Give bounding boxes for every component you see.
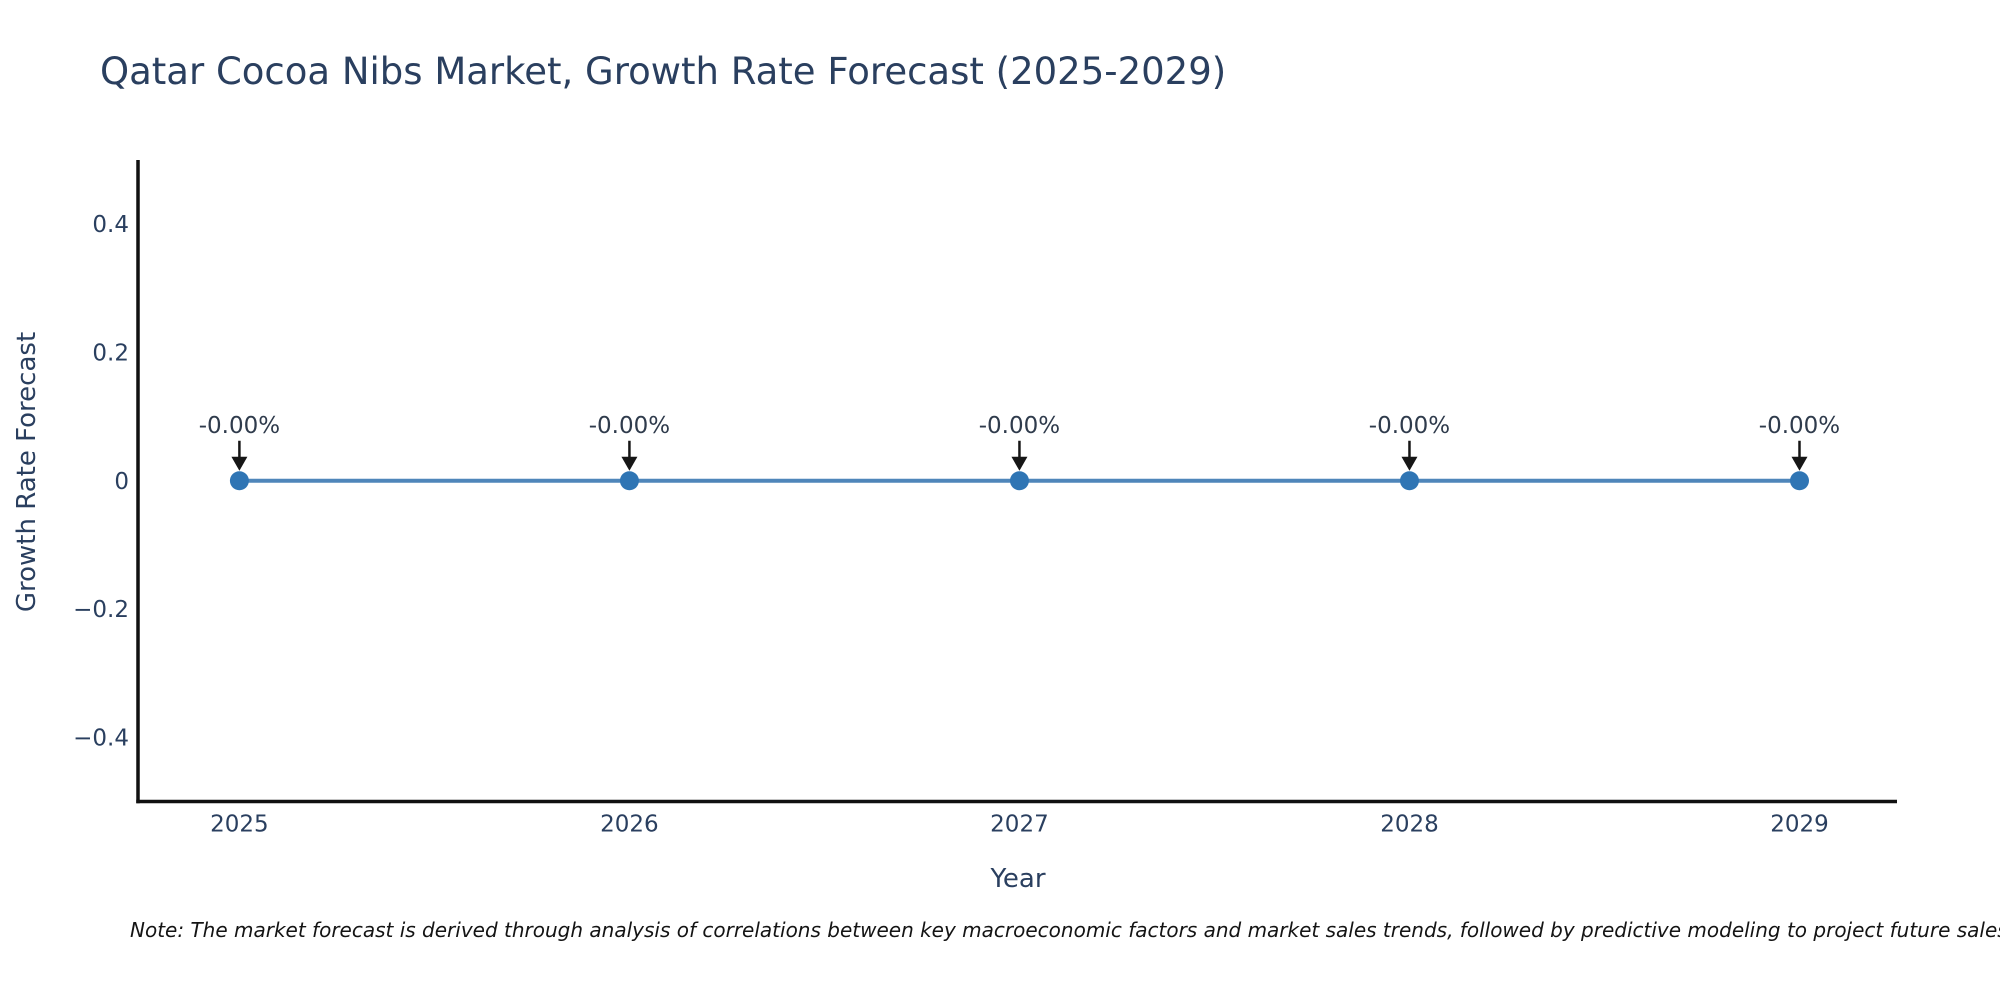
data-point-marker[interactable] bbox=[229, 471, 249, 491]
data-point-marker[interactable] bbox=[1789, 471, 1809, 491]
annotation-arrow-head bbox=[231, 456, 248, 471]
x-tick-label: 2028 bbox=[1380, 812, 1439, 838]
annotation-arrow-head bbox=[1791, 456, 1808, 471]
y-tick-label: −0.2 bbox=[73, 597, 129, 623]
annotation-label: -0.00% bbox=[589, 413, 670, 439]
y-tick-label: 0 bbox=[114, 469, 129, 495]
annotation-arrow-head bbox=[1011, 456, 1028, 471]
data-point-marker[interactable] bbox=[619, 471, 639, 491]
x-tick-label: 2027 bbox=[990, 812, 1049, 838]
data-point-marker[interactable] bbox=[1009, 471, 1029, 491]
annotation-arrow-head bbox=[1401, 456, 1418, 471]
annotation-label: -0.00% bbox=[1369, 413, 1450, 439]
annotation-arrow-head bbox=[621, 456, 638, 471]
x-tick-label: 2029 bbox=[1770, 812, 1829, 838]
annotation-label: -0.00% bbox=[1759, 413, 1840, 439]
y-tick-label: 0.4 bbox=[92, 212, 129, 238]
x-tick-label: 2025 bbox=[210, 812, 269, 838]
chart-title: Qatar Cocoa Nibs Market, Growth Rate For… bbox=[100, 50, 1227, 93]
y-tick-label: 0.2 bbox=[92, 340, 129, 366]
x-tick-label: 2026 bbox=[600, 812, 659, 838]
footnote: Note: The market forecast is derived thr… bbox=[130, 918, 2000, 942]
x-axis-title: Year bbox=[990, 864, 1046, 894]
data-point-marker[interactable] bbox=[1399, 471, 1419, 491]
annotation-label: -0.00% bbox=[979, 413, 1060, 439]
y-tick-label: −0.4 bbox=[73, 725, 129, 751]
annotation-label: -0.00% bbox=[199, 413, 280, 439]
